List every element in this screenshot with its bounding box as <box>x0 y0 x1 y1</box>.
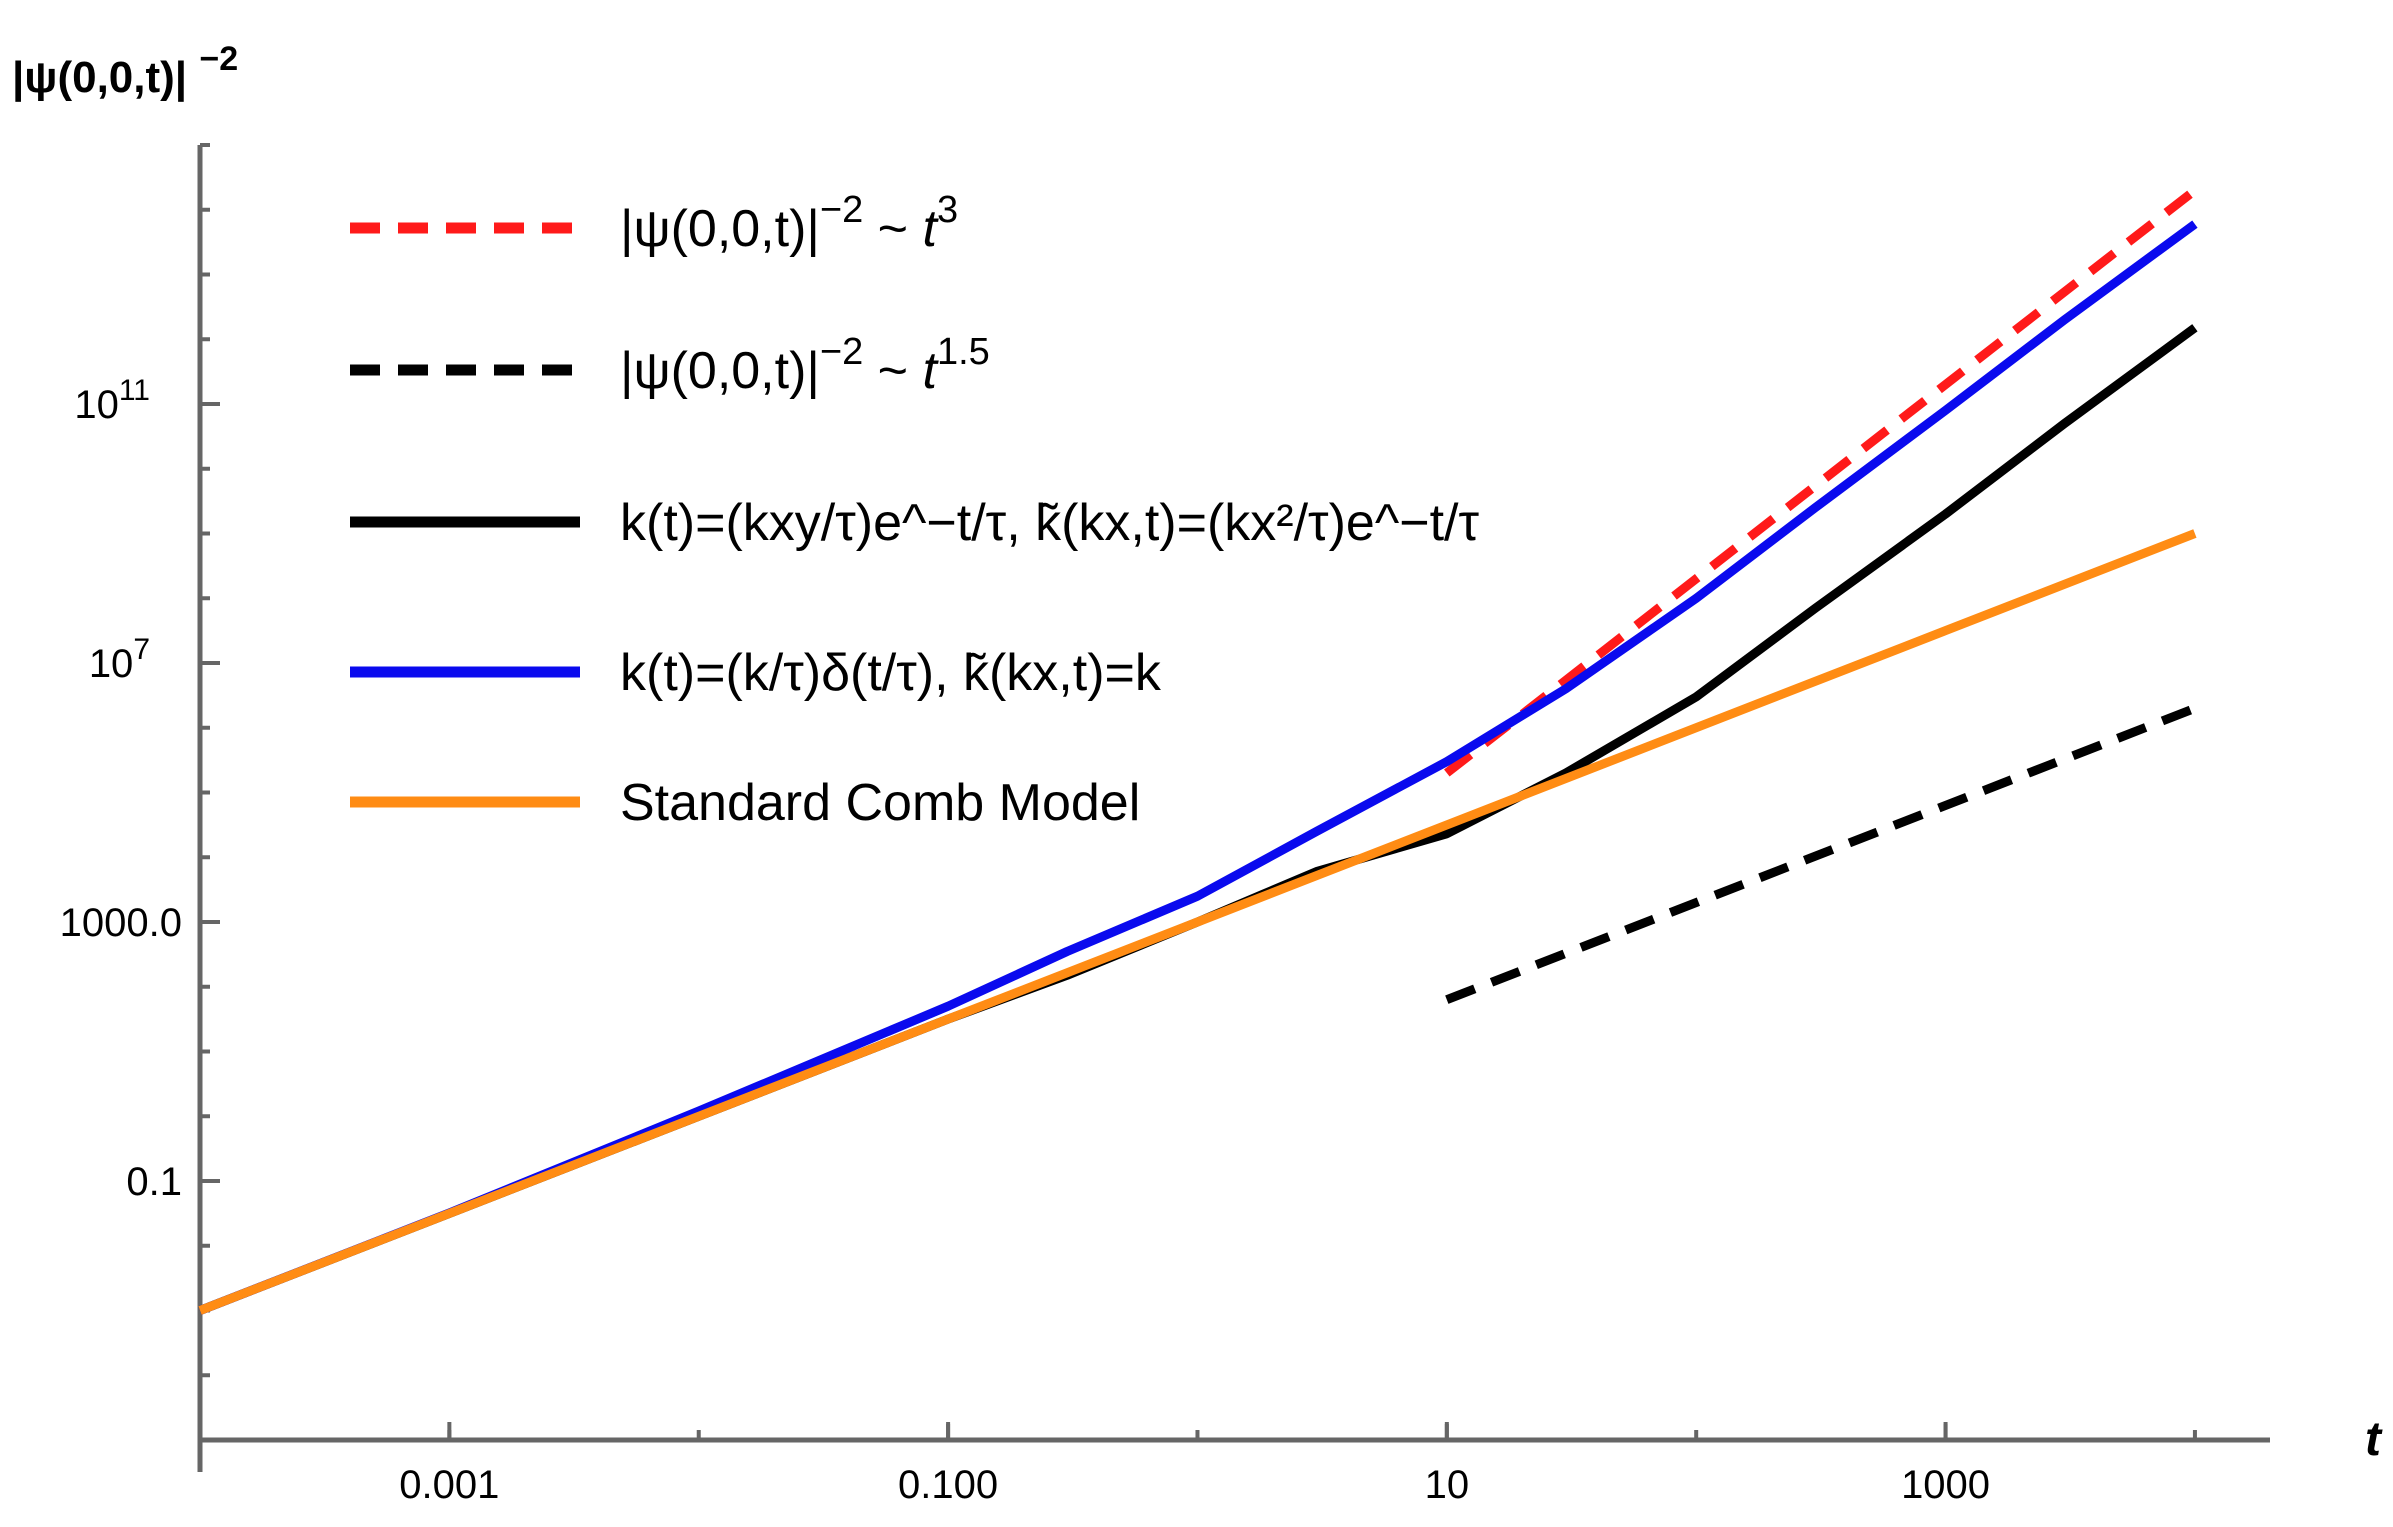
y-axis-title-main: |ψ(0,0,t)| <box>12 53 187 103</box>
legend-entry: Standard Comb Model <box>620 774 1140 832</box>
series-line-1 <box>1445 704 2197 1004</box>
series-line-0 <box>1444 186 2198 777</box>
series-line-2 <box>198 324 2198 1315</box>
series-line-4 <box>198 529 2197 1315</box>
x-axis-title: t <box>2365 1413 2383 1466</box>
x-tick-label: 1000 <box>1901 1463 1990 1507</box>
axes <box>197 145 2270 1472</box>
y-axis-title: |ψ(0,0,t)| −2 <box>12 40 238 103</box>
legend-entry: |ψ(0,0,t)|−2 ~ t1.5 <box>620 331 990 400</box>
x-tick-label: 10 <box>1425 1463 1470 1507</box>
y-axis-title-exp: −2 <box>199 40 238 78</box>
legend: |ψ(0,0,t)|−2 ~ t3 |ψ(0,0,t)|−2 ~ t1.5 k(t)… <box>350 189 1480 832</box>
y-tick-label: 1011 <box>74 374 150 427</box>
series-line-3 <box>198 220 2198 1315</box>
x-tick-label: 0.100 <box>898 1463 998 1507</box>
series-lines <box>198 186 2198 1315</box>
y-tick-label: 107 <box>89 633 150 686</box>
legend-entry: |ψ(0,0,t)|−2 ~ t3 <box>620 189 958 258</box>
legend-entry: k(t)=(k/τ)δ(t/τ), k̃(kx,t)=k <box>620 644 1162 702</box>
y-tick-label: 0.1 <box>126 1160 182 1204</box>
ticks: 0.001 0.100 10 1000 0.1 1000.0 107 1011 <box>60 143 2197 1507</box>
x-tick-label: 0.001 <box>399 1463 499 1507</box>
y-tick-label: 1000.0 <box>60 901 182 945</box>
legend-entry: k(t)=(kxy/τ)e^−t/τ, k̃(kx,t)=(kx²/τ)e^−t… <box>620 494 1480 552</box>
